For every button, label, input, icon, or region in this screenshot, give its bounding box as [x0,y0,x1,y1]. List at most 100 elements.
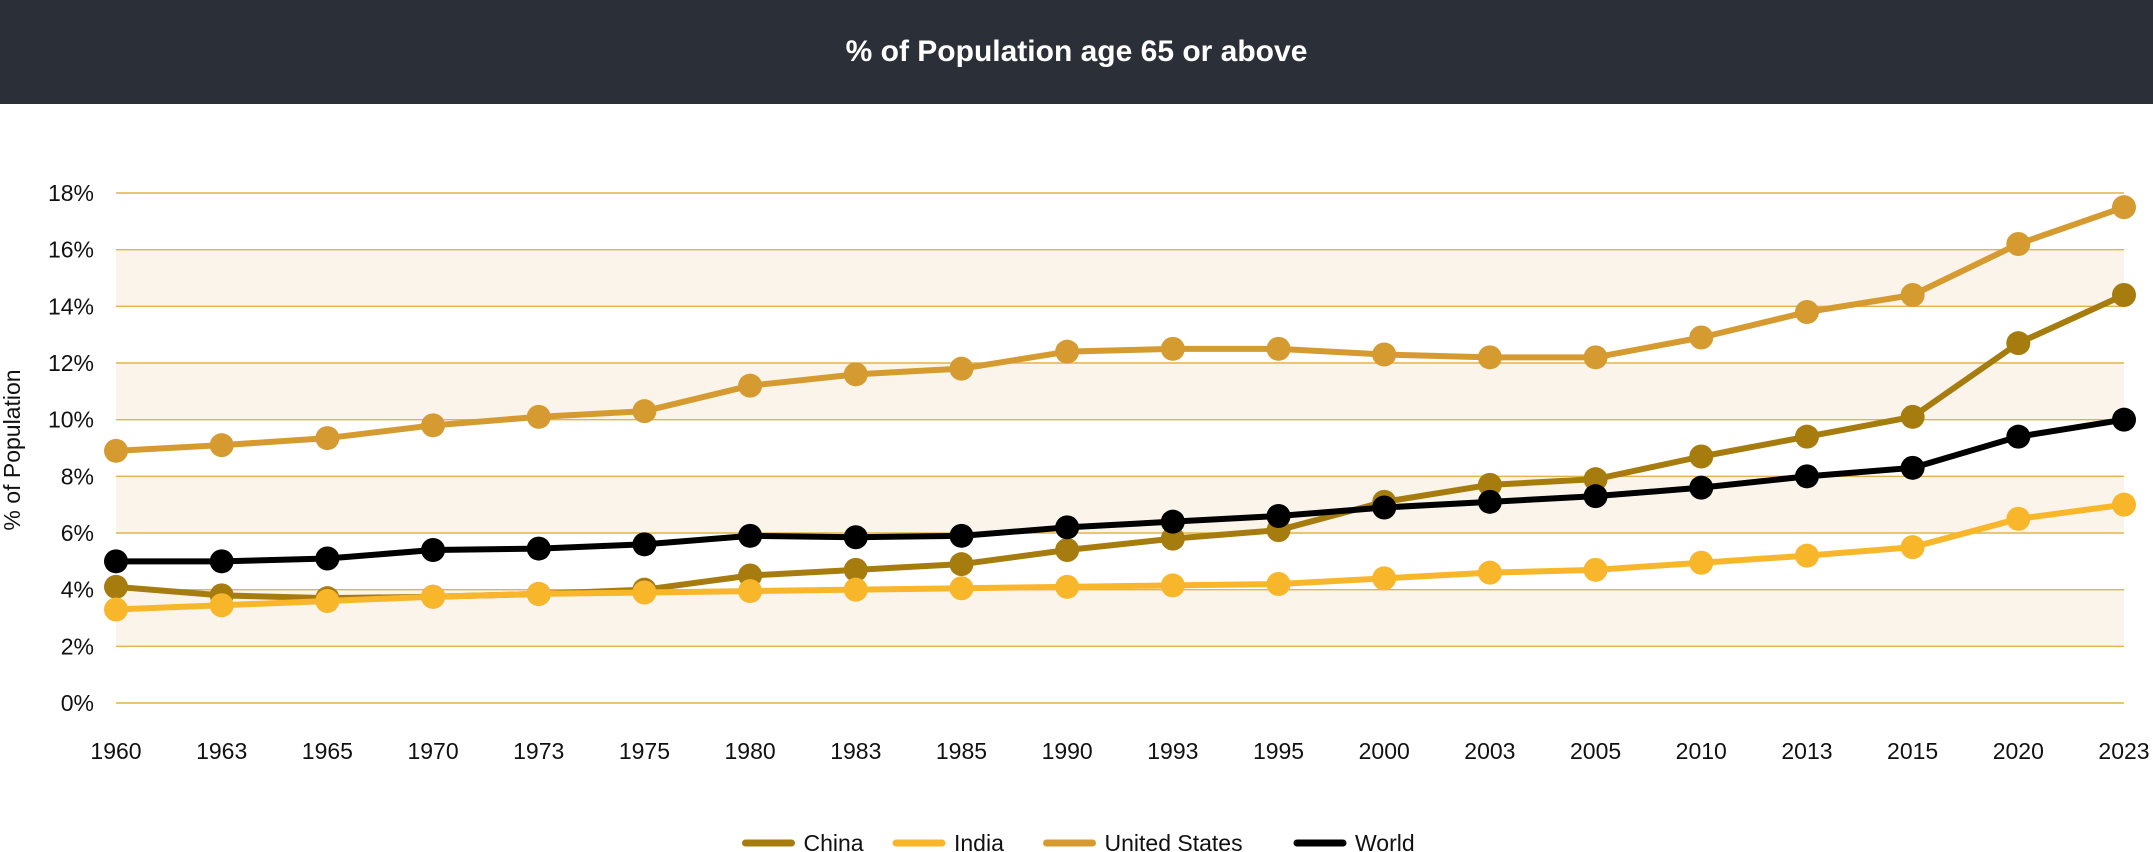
y-tick-label: 12% [48,350,94,376]
data-point-united-states [421,413,446,438]
data-point-world [421,538,446,562]
background-bands [116,249,2124,647]
data-point-united-states [1900,283,1925,307]
legend-item-world: World [1293,830,1415,852]
x-tick-label: 1973 [513,738,564,764]
data-point-united-states [104,438,128,463]
x-tick-label: 2020 [1993,738,2044,764]
data-point-united-states [738,373,763,398]
data-point-united-states [1477,345,1502,370]
series-line-world [116,416,2125,565]
data-point-china [1900,404,1925,429]
legend-label: India [954,830,1004,852]
x-tick-label: 2013 [1781,738,1832,764]
series-line-india [115,501,2125,613]
chart-title: % of Population age 65 or above [845,35,1308,68]
data-point-united-states [843,362,868,387]
data-point-united-states [315,426,340,451]
data-point-united-states [632,399,657,424]
data-point-india [2112,492,2136,517]
x-tick-label: 1975 [619,738,670,764]
legend-item-united-states: United States [1043,830,1243,852]
x-tick-label: 2015 [1887,738,1938,764]
y-axis-label: % of Population [0,369,25,530]
data-point-united-states [1266,336,1291,361]
data-point-united-states [1583,345,1608,370]
data-point-india [1160,573,1185,598]
data-point-world [1372,495,1397,520]
x-tick-label: 1970 [407,738,458,764]
data-point-united-states [1160,336,1185,361]
data-point-united-states [949,356,974,381]
y-tick-label: 14% [48,293,94,319]
data-point-china [1689,444,1714,469]
legend-label: China [804,830,864,852]
data-point-world [738,523,763,548]
y-tick-label: 4% [61,577,94,603]
x-tick-label: 1990 [1042,738,1093,764]
data-point-united-states [526,404,551,429]
data-point-united-states [1689,325,1714,350]
data-point-india [1900,535,1925,560]
data-point-world [1689,475,1714,500]
legend: China India United States World [742,830,1415,852]
x-tick-label: 2010 [1676,738,1727,764]
y-tick-label: 2% [61,633,94,659]
data-point-world [209,549,234,574]
data-point-world [843,525,868,550]
data-point-india [632,580,657,605]
data-point-india [526,581,551,606]
series-layer [104,195,2136,622]
data-point-china [1160,526,1185,551]
series-united-states [104,195,2136,463]
x-tick-label: 1963 [196,738,247,764]
data-point-china [843,557,868,582]
data-point-india [1477,560,1502,585]
data-point-world [1900,455,1925,480]
legend-label: World [1355,830,1415,852]
data-point-india [104,597,128,622]
data-point-china [104,574,128,599]
x-tick-label: 2000 [1359,738,1410,764]
grid-band [116,249,2124,307]
series-line-united-states [115,204,2125,454]
data-point-india [209,593,234,618]
x-tick-label: 1993 [1147,738,1198,764]
data-point-china [1794,424,1819,449]
series-india [104,492,2136,622]
x-tick-label: 2005 [1570,738,1621,764]
data-point-china [949,552,974,577]
series-china [104,283,2136,611]
data-point-india [843,577,868,602]
data-point-india [738,579,763,604]
data-point-united-states [2006,232,2031,256]
x-tick-label: 1985 [936,738,987,764]
data-point-united-states [1055,339,1080,364]
title-bar: % of Population age 65 or above [0,0,2153,104]
x-tick-label: 1995 [1253,738,1304,764]
data-point-world [2006,424,2031,449]
y-tick-label: 18% [48,180,94,206]
data-point-india [949,576,974,601]
y-tick-label: 16% [48,237,94,263]
x-tick-label: 2003 [1464,738,1515,764]
data-point-india [1794,543,1819,568]
grid-band [116,363,2124,420]
y-tick-label: 10% [48,407,94,433]
legend-item-india: India [892,830,1004,852]
data-point-india [315,589,340,613]
x-tick-label: 1980 [725,738,776,764]
x-tick-label: 1965 [302,738,353,764]
y-tick-label: 6% [61,520,94,546]
y-tick-label: 8% [61,463,94,489]
series-world [104,407,2136,574]
data-point-india [1583,557,1608,582]
data-point-world [315,546,340,571]
data-point-india [1266,572,1291,596]
data-point-china [1055,538,1080,562]
y-axis-ticks: 0% 2% 4% 6% 8% 10% 12% 14% 16% 18% [48,180,94,716]
data-point-united-states [1794,300,1819,324]
data-point-china [1583,467,1608,492]
data-point-india [1689,550,1714,575]
